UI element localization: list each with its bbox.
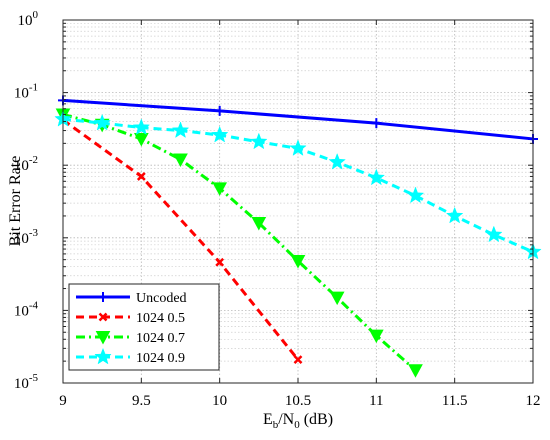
x-tick-label: 11 bbox=[369, 393, 383, 409]
data-point bbox=[251, 216, 267, 231]
x-tick-labels: 9 9.5 10 10.5 11 11.5 12 bbox=[59, 393, 540, 409]
y-tick-label-base: 10 bbox=[18, 13, 33, 29]
y-tick-label: 10-4 bbox=[14, 299, 39, 319]
y-axis-title: Bit Error Rate bbox=[7, 156, 24, 247]
x-tick-label: 10 bbox=[212, 393, 227, 409]
y-tick-label-exp: 0 bbox=[33, 9, 39, 21]
y-tick-label: 100 bbox=[18, 9, 39, 29]
legend-label: 1024 0.5 bbox=[136, 311, 185, 326]
x-tick-label: 9.5 bbox=[132, 393, 151, 409]
series-line bbox=[62, 98, 534, 141]
y-tick-label: 10-3 bbox=[14, 227, 39, 247]
x-axis-title-sub-b: b bbox=[273, 419, 279, 431]
legend-marker bbox=[95, 331, 111, 345]
series-line bbox=[62, 118, 300, 361]
data-point bbox=[368, 329, 384, 344]
data-point bbox=[214, 105, 225, 116]
x-axis-title-base: E bbox=[263, 411, 273, 428]
data-point bbox=[328, 152, 346, 170]
data-point bbox=[132, 118, 151, 136]
data-point bbox=[408, 364, 423, 378]
x-tick-label: 9 bbox=[59, 393, 67, 409]
data-point bbox=[290, 254, 306, 269]
x-tick-label: 11.5 bbox=[442, 393, 468, 409]
y-tick-label-base: 10 bbox=[14, 303, 29, 319]
y-tick-label-base: 10 bbox=[14, 158, 29, 174]
data-point bbox=[173, 153, 188, 168]
y-tick-label: 10-2 bbox=[14, 154, 38, 174]
y-tick-label-exp: -2 bbox=[29, 154, 38, 166]
y-tick-label-base: 10 bbox=[14, 376, 29, 392]
data-point bbox=[215, 257, 225, 267]
legend-marker bbox=[94, 347, 112, 365]
x-axis-title-mid: /N bbox=[278, 411, 294, 428]
x-tick-label: 10.5 bbox=[285, 393, 311, 409]
legend-label: Uncoded bbox=[136, 291, 187, 306]
legend: Uncoded 1024 0.5 1024 0.7 1024 0.9 bbox=[68, 283, 220, 371]
y-tick-label-base: 10 bbox=[14, 231, 29, 247]
y-tick-label-base: 10 bbox=[14, 86, 29, 102]
legend-label: 1024 0.7 bbox=[136, 331, 185, 346]
x-axis-title-sub-0: 0 bbox=[294, 419, 300, 431]
data-point bbox=[485, 225, 503, 243]
data-point bbox=[93, 113, 111, 131]
y-tick-label-exp: -1 bbox=[29, 82, 38, 94]
x-tick-label: 12 bbox=[526, 393, 541, 409]
series-line bbox=[62, 112, 417, 372]
legend-label: 1024 0.9 bbox=[136, 351, 185, 366]
y-tick-label: 10-1 bbox=[14, 82, 38, 102]
y-tick-label-exp: -4 bbox=[29, 299, 39, 311]
data-point bbox=[250, 132, 268, 150]
ticks bbox=[62, 19, 534, 384]
data-point bbox=[329, 291, 345, 306]
data-point bbox=[289, 139, 307, 156]
data-point bbox=[136, 172, 146, 181]
legend-marker bbox=[98, 312, 108, 322]
legend-marker bbox=[98, 292, 108, 302]
data-point bbox=[371, 118, 382, 129]
y-tick-label: 10-5 bbox=[14, 372, 39, 392]
data-point bbox=[367, 168, 386, 186]
data-point bbox=[210, 125, 229, 143]
x-axis-title: Eb/N0 (dB) bbox=[263, 411, 333, 431]
y-tick-label-exp: -5 bbox=[29, 372, 39, 384]
data-point bbox=[133, 132, 149, 147]
y-tick-label-exp: -3 bbox=[29, 227, 39, 239]
data-point bbox=[293, 355, 303, 364]
data-point bbox=[171, 121, 190, 139]
data-point bbox=[445, 206, 464, 224]
data-point bbox=[212, 182, 228, 196]
data-point bbox=[406, 186, 425, 204]
series-layer bbox=[54, 95, 542, 378]
x-axis-title-unit: (dB) bbox=[300, 411, 333, 428]
